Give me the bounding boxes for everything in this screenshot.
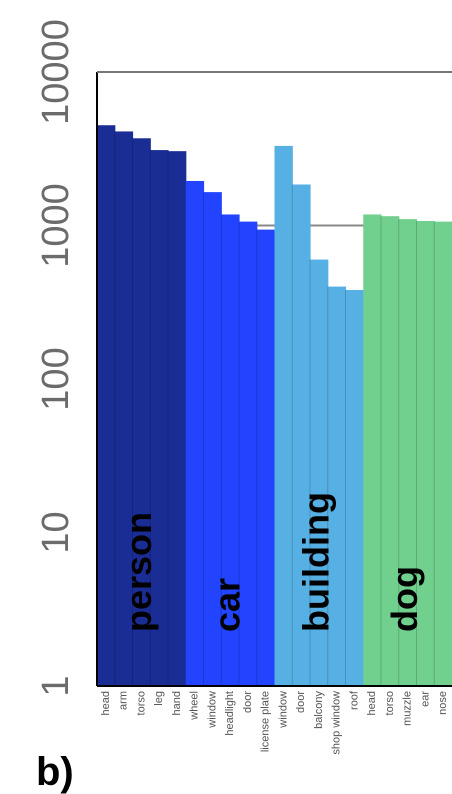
group-label-car: car — [207, 578, 248, 632]
x-tick-label: head — [100, 691, 112, 715]
bar — [257, 230, 275, 686]
bar — [186, 181, 204, 686]
x-tick-label: arm — [118, 691, 130, 710]
y-tick-label: 100 — [35, 347, 77, 410]
bar — [275, 146, 293, 686]
y-tick-label: 10000 — [35, 19, 77, 125]
x-tick-label: roof — [348, 690, 360, 710]
group-label-building: building — [295, 492, 336, 632]
y-tick-labels: 1 10 100 1000 10000 — [35, 19, 77, 696]
x-tick-label: window — [277, 691, 289, 729]
x-tick-labels: head arm torso leg hand wheel window headlight d… — [100, 690, 449, 755]
x-tick-label: shop window — [331, 691, 343, 755]
x-tick-label: balcony — [313, 691, 325, 729]
x-tick-label: hand — [171, 691, 183, 715]
y-tick-label: 1 — [35, 675, 77, 696]
bar — [363, 214, 381, 686]
x-tick-label: license plate — [260, 691, 272, 752]
x-tick-label: headlight — [224, 691, 236, 736]
bar — [97, 125, 115, 686]
bar — [168, 151, 186, 686]
panel-label: b) — [36, 752, 74, 792]
y-tick-label: 1000 — [35, 183, 77, 268]
x-tick-label: door — [295, 691, 307, 713]
x-tick-label: nose — [437, 691, 449, 715]
x-tick-label: muzzle — [402, 691, 414, 726]
x-tick-label: door — [242, 691, 254, 713]
x-tick-label: ear — [419, 691, 431, 707]
x-tick-label: leg — [153, 691, 165, 706]
group-label-person: person — [118, 512, 159, 632]
x-tick-label: head — [366, 691, 378, 715]
group-label-dog: dog — [384, 566, 425, 632]
x-tick-label: torso — [135, 691, 147, 715]
x-tick-label: wheel — [189, 691, 201, 721]
x-tick-label: torso — [384, 691, 396, 715]
bar — [346, 290, 364, 686]
y-tick-label: 10 — [35, 511, 77, 553]
x-tick-label: window — [206, 691, 218, 729]
bar — [434, 222, 452, 686]
